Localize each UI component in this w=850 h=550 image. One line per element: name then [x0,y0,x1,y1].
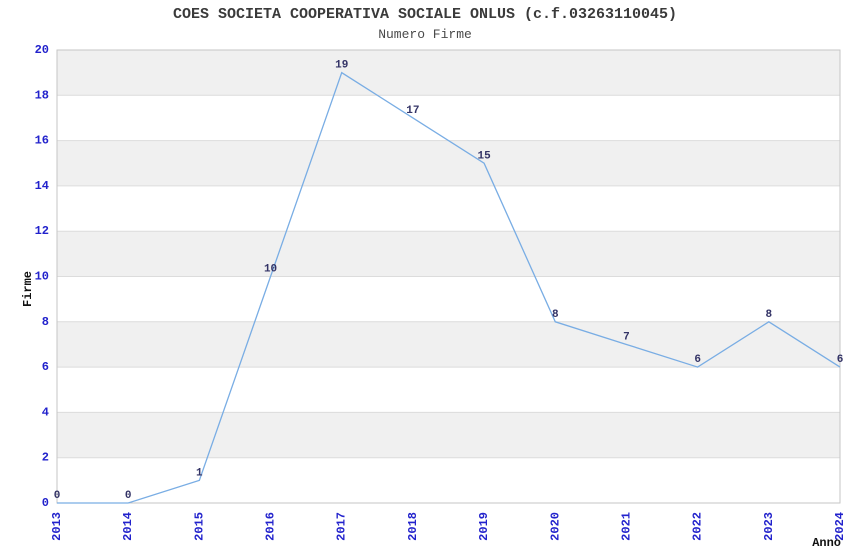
y-tick-label: 8 [42,315,49,329]
series-line [57,71,841,504]
x-tick-label: 2013 [50,512,64,541]
plot-border [56,49,841,504]
y-tick-label: 0 [42,496,49,510]
plot-band [57,321,840,368]
y-tick-label: 12 [35,224,49,238]
y-tick-label: 16 [35,134,49,148]
x-tick-label: 2024 [833,512,847,541]
point-value-label: 8 [766,309,773,321]
plot-band [57,50,840,96]
chart-title: COES SOCIETA COOPERATIVA SOCIALE ONLUS (… [172,6,678,23]
point-value-label: 0 [125,490,132,502]
point-value-label: 8 [552,309,559,321]
point-value-label: 6 [694,354,701,366]
x-tick-label: 2014 [121,512,135,541]
point-value-label: 17 [406,105,419,117]
x-tick-label: 2016 [264,512,278,541]
y-tick-label: 20 [35,43,49,57]
y-tick-label: 18 [35,88,49,102]
point-value-label: 7 [623,331,630,343]
plot-band [57,231,840,277]
y-axis-title: Firme [21,271,35,307]
x-axis-title: Anno [812,536,841,550]
chart-subtitle: Numero Firme [378,27,472,42]
y-tick-label: 2 [42,451,49,465]
point-value-label: 1 [196,467,203,479]
point-value-label: 0 [54,490,61,502]
x-axis-tick-labels: 2013 2014 2015 2016 2017 2018 2019 2020 2021 2022… [50,512,847,541]
x-tick-label: 2020 [548,512,562,541]
plot-band [57,140,840,186]
point-value-label: 10 [264,264,277,276]
plot-border-rect [56,49,841,504]
point-value-label: 6 [837,354,844,366]
y-axis-tick-labels: 0 2 4 6 8 10 12 14 16 18 20 [35,43,49,510]
plot-band [57,412,840,458]
x-tick-label: 2022 [691,512,705,541]
y-tick-label: 6 [42,360,49,374]
point-value-label: 19 [335,60,348,72]
x-tick-label: 2023 [762,512,776,541]
series-polyline [57,71,841,504]
plot-bands [57,50,840,458]
x-tick-label: 2018 [406,512,420,541]
x-tick-label: 2019 [477,512,491,541]
y-tick-label: 10 [35,270,49,284]
y-tick-label: 14 [35,179,49,193]
y-tick-label: 4 [42,405,49,419]
x-tick-label: 2015 [192,512,206,541]
x-tick-label: 2017 [335,512,349,541]
gridlines [57,94,840,459]
x-tick-label: 2021 [619,512,633,541]
point-value-label: 15 [477,150,491,162]
axis-titles: Firme Anno [21,271,841,550]
point-value-labels: 0 0 1 10 19 17 15 8 7 6 8 6 [54,60,844,502]
